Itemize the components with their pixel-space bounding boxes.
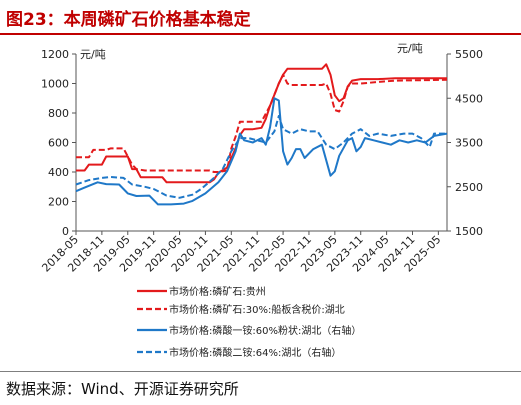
left-tick-label: 1000 (41, 78, 69, 91)
series-guizhou-phosphate-rock-line (76, 63, 447, 184)
legend-label-1: 市场价格:磷矿石:贵州 (169, 285, 266, 298)
series-hubei-phosphate-rock-30-line (76, 73, 448, 173)
left-tick-label: 400 (48, 166, 69, 179)
right-axis-unit: 元/吨 (397, 42, 423, 55)
legend-label-2: 市场价格:磷矿石:30%:船板含税价:湖北 (169, 303, 345, 316)
legend-label-4: 市场价格:磷酸二铵:64%:湖北（右轴） (169, 346, 341, 359)
right-tick-label: 1500 (455, 225, 483, 238)
source-rule (0, 371, 521, 372)
right-tick-label: 3500 (455, 137, 483, 150)
data-source: 数据来源：Wind、开源证券研究所 (6, 380, 239, 398)
title-rule (0, 33, 521, 35)
right-tick-label: 5500 (455, 48, 483, 61)
right-tick-label: 4500 (455, 92, 483, 105)
left-axis-unit: 元/吨 (80, 48, 106, 61)
legend-label-3: 市场价格:磷酸一铵:60%粉状:湖北（右轴） (169, 324, 361, 337)
left-tick-label: 200 (48, 196, 69, 209)
series-hubei-dap-64-line (75, 115, 447, 199)
series-hubei-map-60-line (75, 97, 448, 206)
left-tick-label: 0 (62, 225, 69, 238)
figure-title: 图23：本周磷矿石价格基本稳定 (6, 10, 251, 30)
right-tick-label: 2500 (455, 181, 483, 194)
left-tick-label: 600 (48, 137, 69, 150)
left-tick-label: 800 (48, 107, 69, 120)
left-tick-label: 1200 (41, 48, 69, 61)
line-chart: 元/吨 元/吨 0 200 400 600 800 1000 1200 1500 2500 3500 4… (39, 42, 483, 359)
